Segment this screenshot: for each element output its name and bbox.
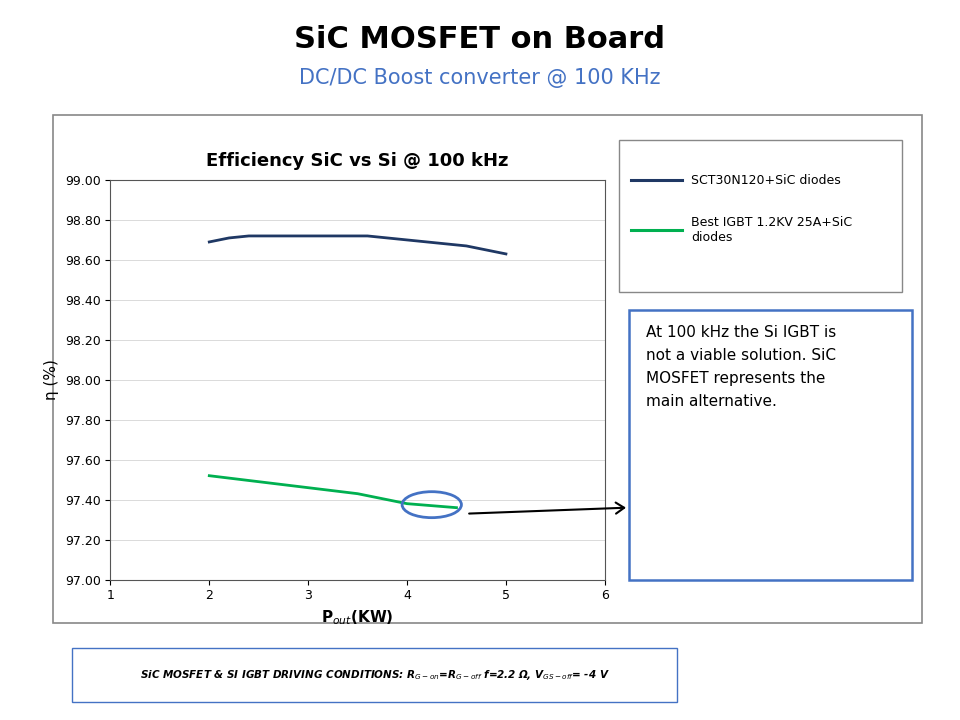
Y-axis label: η (%): η (%) — [44, 359, 60, 400]
Text: SiC MOSFET & SI IGBT DRIVING CONDITIONS: R$_{G-on}$=R$_{G-off}$ f=2.2 Ω, V$_{GS-: SiC MOSFET & SI IGBT DRIVING CONDITIONS:… — [139, 668, 610, 682]
Text: DC/DC Boost converter @ 100 KHz: DC/DC Boost converter @ 100 KHz — [300, 68, 660, 89]
X-axis label: P$_{out}$(KW): P$_{out}$(KW) — [322, 608, 394, 626]
Text: Best IGBT 1.2KV 25A+SiC
diodes: Best IGBT 1.2KV 25A+SiC diodes — [691, 217, 852, 244]
Text: SCT30N120+SiC diodes: SCT30N120+SiC diodes — [691, 174, 841, 186]
Text: SiC MOSFET on Board: SiC MOSFET on Board — [295, 25, 665, 54]
Text: At 100 kHz the Si IGBT is
not a viable solution. SiC
MOSFET represents the
main : At 100 kHz the Si IGBT is not a viable s… — [646, 325, 836, 409]
Title: Efficiency SiC vs Si @ 100 kHz: Efficiency SiC vs Si @ 100 kHz — [206, 152, 509, 170]
